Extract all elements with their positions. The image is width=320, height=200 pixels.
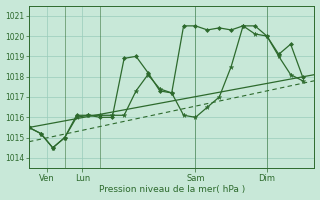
X-axis label: Pression niveau de la mer( hPa ): Pression niveau de la mer( hPa ) bbox=[99, 185, 245, 194]
